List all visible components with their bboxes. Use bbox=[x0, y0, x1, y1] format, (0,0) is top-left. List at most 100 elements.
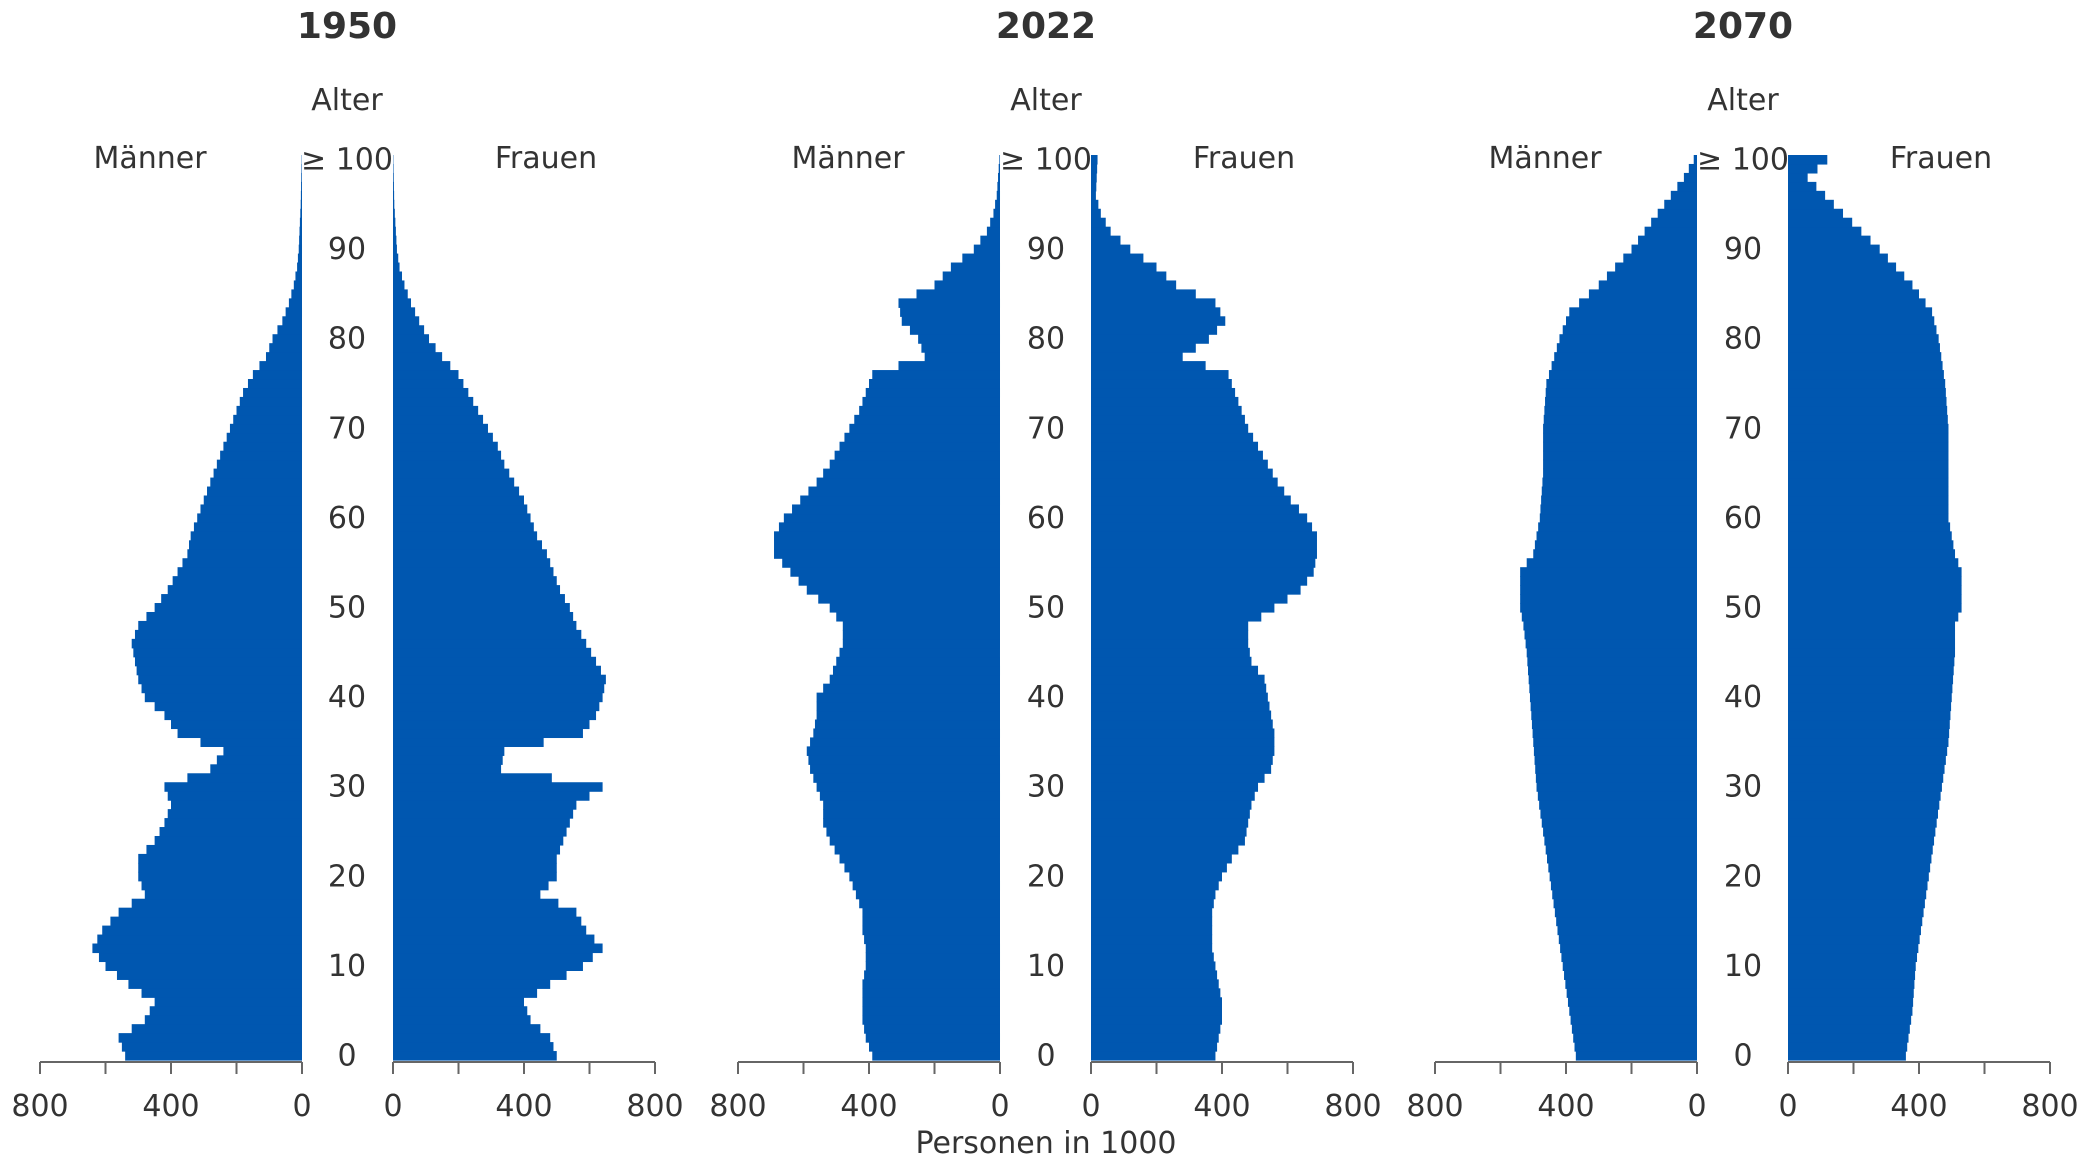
bar-male bbox=[980, 236, 1000, 246]
bar-male bbox=[1540, 809, 1697, 819]
bar-male bbox=[1538, 522, 1697, 532]
bar-female bbox=[1788, 370, 1944, 380]
bar-male bbox=[1607, 271, 1697, 281]
bar-female bbox=[1091, 1006, 1222, 1016]
bar-female bbox=[1091, 737, 1274, 747]
bar-male bbox=[1543, 469, 1697, 479]
bar-male bbox=[217, 460, 302, 470]
bar-female bbox=[1091, 791, 1255, 801]
bar-male bbox=[823, 684, 1000, 694]
bar-male bbox=[1531, 702, 1697, 712]
bar-female bbox=[1091, 549, 1317, 559]
bar-male bbox=[864, 970, 1000, 980]
bar-male bbox=[1548, 863, 1697, 873]
bar-male bbox=[1554, 899, 1697, 909]
bar-female bbox=[1091, 890, 1215, 900]
bar-female bbox=[1091, 460, 1268, 470]
bar-female bbox=[393, 1006, 527, 1016]
bar-male bbox=[790, 567, 1000, 577]
bar-female bbox=[1788, 944, 1918, 954]
bar-female bbox=[1788, 908, 1924, 918]
age-tick-label: 70 bbox=[328, 411, 366, 446]
bar-female bbox=[1091, 746, 1274, 756]
bar-male bbox=[918, 334, 1000, 344]
bar-female bbox=[1788, 173, 1808, 183]
bar-male bbox=[859, 899, 1000, 909]
bar-female bbox=[1091, 200, 1098, 210]
age-tick-label: 60 bbox=[1724, 501, 1762, 536]
bar-female bbox=[1788, 782, 1942, 792]
bar-female bbox=[1788, 307, 1932, 317]
age-tick-label: 70 bbox=[1724, 411, 1762, 446]
bar-female bbox=[393, 988, 537, 998]
x-tick-label: 400 bbox=[1537, 1089, 1594, 1124]
x-tick-label: 800 bbox=[1324, 1089, 1381, 1124]
bar-male bbox=[1533, 549, 1697, 559]
bar-male bbox=[1520, 585, 1697, 595]
age-tick-label: 40 bbox=[1724, 680, 1762, 715]
bar-female bbox=[1091, 325, 1217, 335]
bar-male bbox=[137, 666, 302, 676]
bar-female bbox=[393, 522, 534, 532]
bar-male bbox=[138, 621, 302, 631]
bar-female bbox=[393, 245, 397, 255]
bar-female bbox=[393, 675, 606, 685]
bar-female bbox=[1788, 881, 1928, 891]
bar-female bbox=[1788, 451, 1948, 461]
x-tick-label: 800 bbox=[2021, 1089, 2078, 1124]
bar-female bbox=[1091, 576, 1307, 586]
bar-female bbox=[1091, 209, 1101, 219]
bar-male bbox=[1563, 325, 1697, 335]
age-tick-label: 0 bbox=[1036, 1039, 1055, 1074]
bar-female bbox=[393, 182, 394, 192]
bar-male bbox=[301, 191, 302, 201]
bar-male bbox=[1623, 254, 1697, 264]
x-tick-label: 400 bbox=[495, 1089, 552, 1124]
bar-male bbox=[1599, 280, 1697, 290]
bar-male bbox=[1527, 648, 1697, 658]
bar-male bbox=[164, 711, 302, 721]
bar-male bbox=[273, 334, 302, 344]
bar-male bbox=[990, 218, 1000, 228]
age-tick-label: 80 bbox=[328, 322, 366, 357]
bar-female bbox=[1788, 531, 1952, 541]
bar-female bbox=[1788, 594, 1962, 604]
bar-male bbox=[779, 522, 1000, 532]
bar-male bbox=[864, 1024, 1000, 1034]
bar-female bbox=[1788, 379, 1945, 389]
bar-male bbox=[269, 343, 302, 353]
bar-female bbox=[393, 693, 603, 703]
bar-female bbox=[393, 307, 415, 317]
x-axis-label: Personen in 1000 bbox=[915, 1126, 1176, 1155]
bar-male bbox=[1568, 997, 1697, 1007]
bar-female bbox=[1091, 361, 1206, 371]
bar-female bbox=[1091, 513, 1307, 523]
age-tick-label: 90 bbox=[1724, 232, 1762, 267]
bar-female bbox=[393, 737, 544, 747]
bar-male bbox=[1533, 737, 1697, 747]
age-tick-label: 40 bbox=[1027, 680, 1065, 715]
bar-female bbox=[1788, 540, 1953, 550]
bar-male bbox=[1543, 442, 1697, 452]
bar-male bbox=[259, 361, 302, 371]
bar-male bbox=[951, 263, 1000, 273]
bar-female bbox=[1788, 935, 1920, 945]
bar-male bbox=[817, 711, 1000, 721]
bar-male bbox=[1536, 773, 1697, 783]
bar-male bbox=[291, 289, 302, 299]
bar-female bbox=[1788, 684, 1952, 694]
bar-female bbox=[393, 164, 394, 174]
bar-female bbox=[393, 728, 583, 738]
bar-male bbox=[1551, 881, 1697, 891]
bar-male bbox=[1540, 504, 1697, 514]
bar-female bbox=[393, 648, 591, 658]
bar-male bbox=[807, 585, 1000, 595]
bar-male bbox=[1677, 182, 1697, 192]
bar-male bbox=[993, 209, 1000, 219]
bar-female bbox=[393, 809, 573, 819]
x-tick-label: 800 bbox=[1406, 1089, 1463, 1124]
bar-male bbox=[830, 836, 1000, 846]
bar-male bbox=[1530, 693, 1697, 703]
bar-female bbox=[1091, 370, 1229, 380]
bar-male bbox=[145, 1015, 302, 1025]
